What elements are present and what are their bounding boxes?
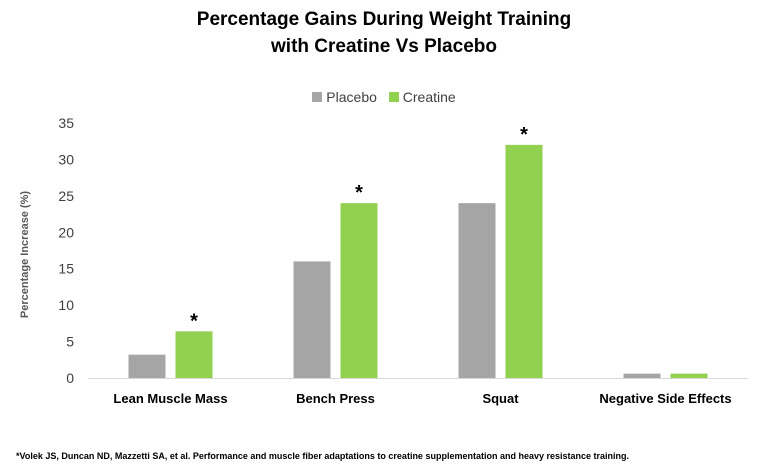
significance-marker: * <box>355 182 363 204</box>
legend-label-placebo: Placebo <box>326 89 377 105</box>
chart-legend: Placebo Creatine <box>0 89 768 105</box>
y-tick-label: 25 <box>58 188 74 204</box>
y-tick-label: 5 <box>66 334 74 350</box>
y-tick-label: 10 <box>58 297 74 313</box>
significance-marker: * <box>190 310 198 332</box>
bar-placebo-lean-muscle-mass <box>128 354 166 378</box>
legend-swatch-creatine <box>388 92 399 102</box>
y-axis-title: Percentage Increase (%) <box>19 191 31 319</box>
bar-creatine-squat <box>505 144 543 378</box>
legend-label-creatine: Creatine <box>402 89 456 105</box>
legend-item-placebo: Placebo <box>312 89 377 105</box>
y-tick-label: 20 <box>58 224 74 240</box>
bar-creatine-bench-press <box>340 203 378 378</box>
y-tick-label: 15 <box>58 261 74 277</box>
x-category-label: Lean Muscle Mass <box>113 391 227 406</box>
x-category-label: Squat <box>482 391 519 406</box>
legend-swatch-placebo <box>312 92 323 102</box>
y-tick-label: 35 <box>58 115 74 131</box>
chart-title-line-1: Percentage Gains During Weight Training <box>196 9 572 30</box>
y-tick-label: 30 <box>58 151 74 167</box>
legend-item-creatine: Creatine <box>388 89 456 105</box>
chart-title-line-2: with Creatine Vs Placebo <box>271 36 497 57</box>
footnote-citation: *Volek JS, Duncan ND, Mazzetti SA, et al… <box>16 451 629 461</box>
bar-creatine-lean-muscle-mass <box>175 331 213 378</box>
significance-marker: * <box>520 124 528 146</box>
x-category-label: Negative Side Effects <box>599 391 731 406</box>
bar-placebo-bench-press <box>293 261 331 378</box>
x-category-label: Bench Press <box>296 391 375 406</box>
bar-placebo-squat <box>458 203 496 378</box>
y-tick-label: 0 <box>66 370 74 386</box>
bar-placebo-negative-side-effects <box>623 373 661 378</box>
bar-creatine-negative-side-effects <box>670 373 708 378</box>
